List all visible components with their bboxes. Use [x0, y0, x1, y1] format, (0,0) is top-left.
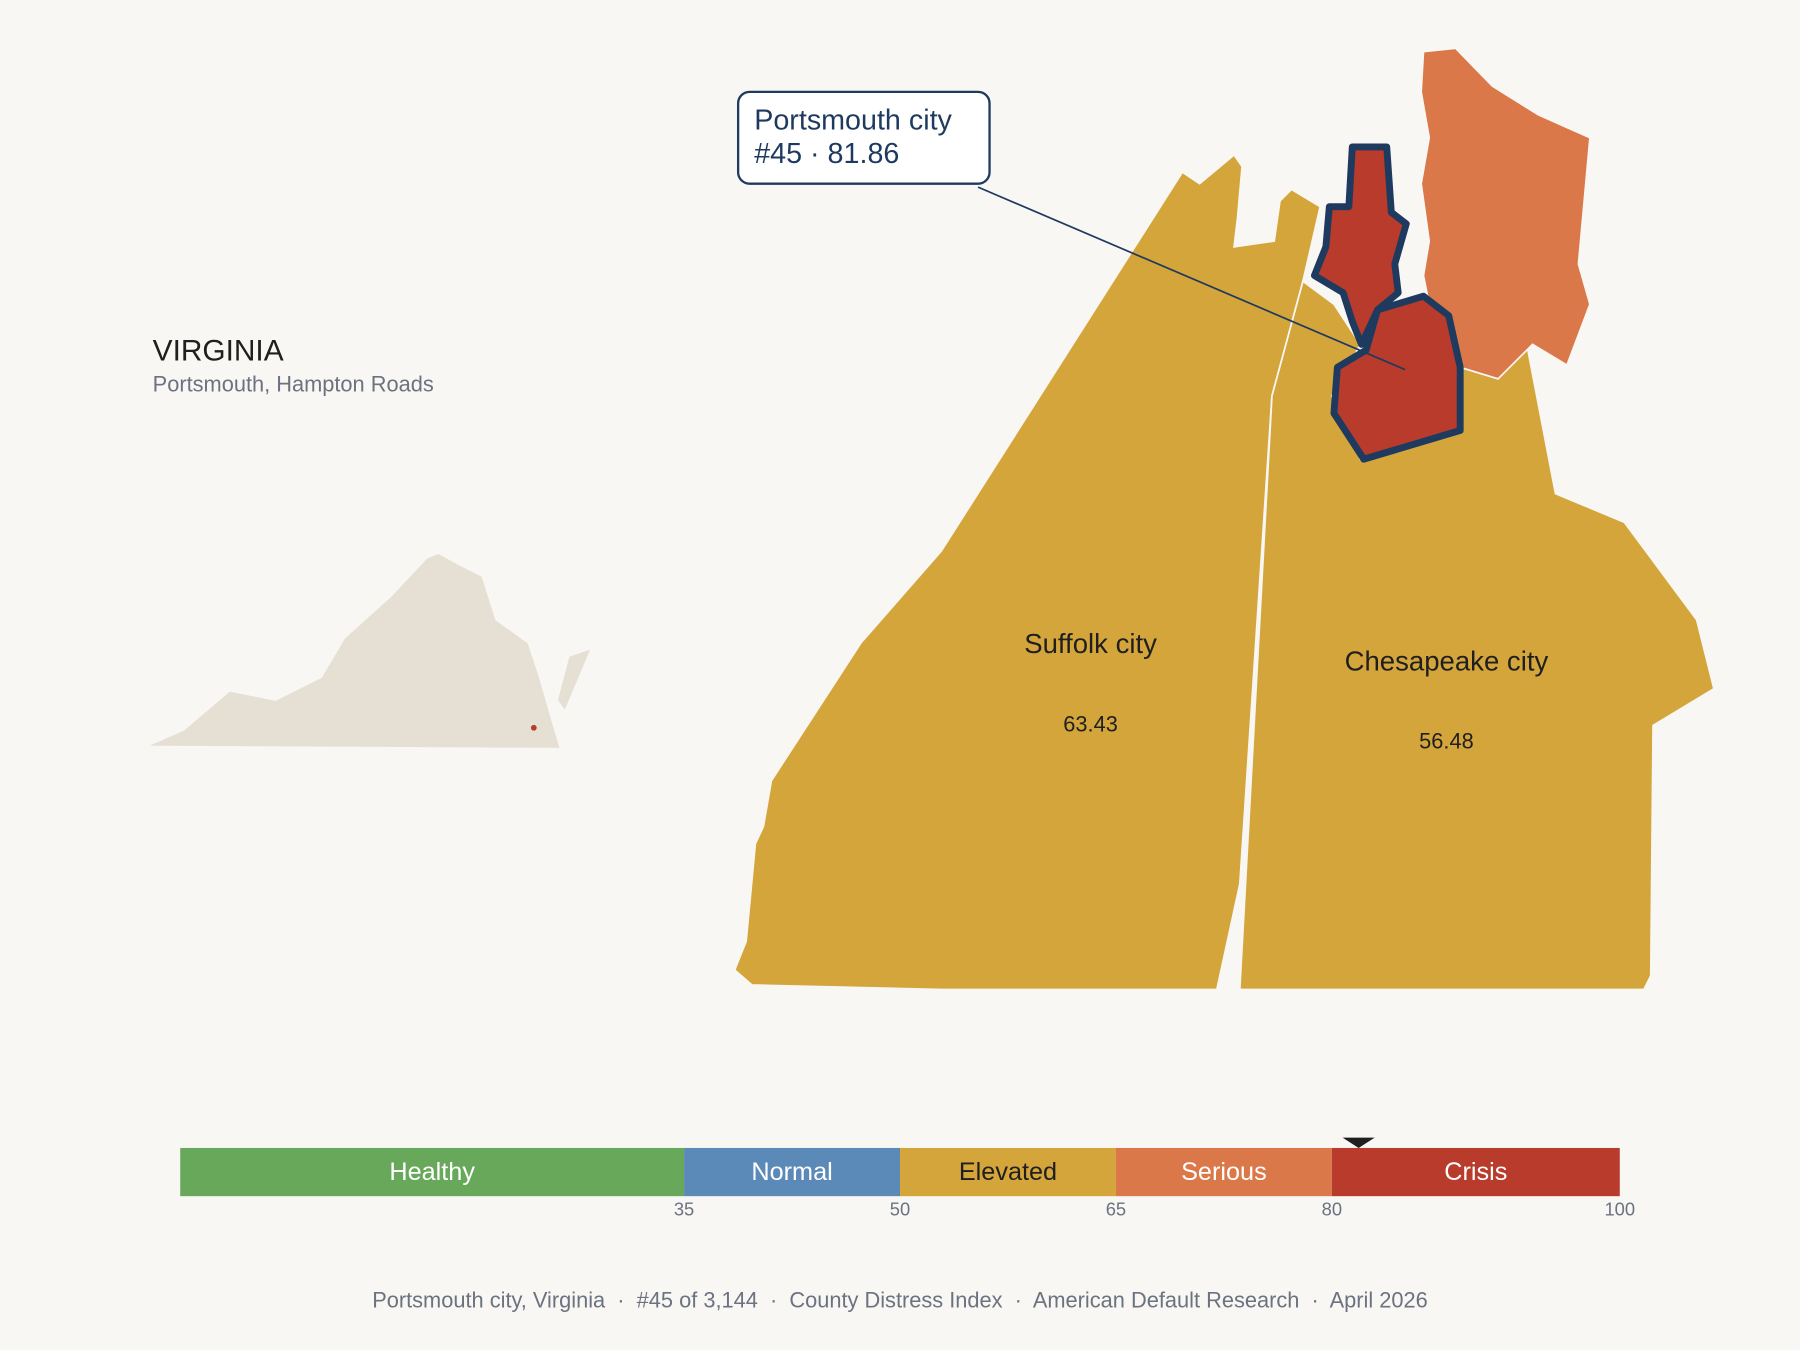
legend-band-label: Crisis	[1444, 1158, 1507, 1186]
legend-tick-label: 35	[674, 1199, 694, 1220]
callout-name: Portsmouth city	[754, 105, 952, 137]
region-portsmouth[interactable]	[1310, 143, 1464, 463]
region-label: Suffolk city	[1024, 628, 1157, 659]
legend-band	[1115, 1147, 1332, 1197]
state-shape	[146, 552, 561, 750]
callout-score: #45 · 81.86	[754, 138, 899, 170]
callout-box	[736, 90, 991, 185]
region-suffolk[interactable]	[733, 153, 1322, 991]
score-marker	[1342, 1137, 1375, 1148]
region-value: 56.48	[1419, 728, 1474, 753]
state-subtitle: Portsmouth, Hampton Roads	[153, 371, 434, 396]
legend-band	[900, 1147, 1116, 1197]
region-chesapeake[interactable]	[1238, 279, 1715, 991]
legend-band-label: Elevated	[959, 1158, 1057, 1186]
legend-band	[684, 1147, 900, 1197]
eastern-shore	[557, 649, 591, 710]
region-label: Chesapeake city	[1345, 645, 1549, 676]
region-norfolk[interactable]	[1420, 47, 1591, 380]
leader-line	[977, 186, 1406, 371]
location-dot	[530, 724, 537, 731]
legend-tick-label: 100	[1604, 1199, 1635, 1220]
state-inset	[146, 552, 591, 750]
legend-band-label: Serious	[1181, 1158, 1267, 1186]
legend-tick-label: 80	[1322, 1199, 1342, 1220]
legend-band-label: Normal	[751, 1158, 832, 1186]
legend-tick-label: 65	[1106, 1199, 1126, 1220]
legend-band	[180, 1147, 685, 1197]
callout: Portsmouth city #45 · 81.86	[736, 90, 1406, 371]
state-title: VIRGINIA	[153, 334, 284, 367]
county-map	[733, 47, 1715, 991]
legend-tick-label: 50	[890, 1199, 910, 1220]
region-value: 63.43	[1063, 711, 1118, 736]
legend: Healthy Normal Elevated Serious Crisis 35 50 65…	[180, 1137, 1635, 1220]
legend-band-label: Healthy	[389, 1158, 475, 1186]
legend-band	[1331, 1147, 1620, 1197]
footer: Portsmouth city, Virginia · #45 of 3,144…	[372, 1288, 1428, 1313]
